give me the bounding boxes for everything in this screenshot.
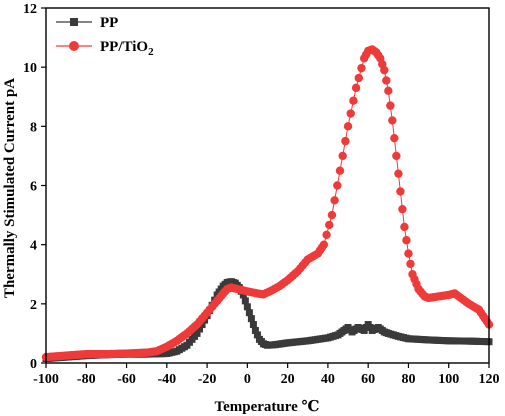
legend-label: PP xyxy=(100,15,118,31)
data-point xyxy=(253,331,261,339)
data-point xyxy=(333,181,342,190)
y-axis-title: Thermally Stimulated Current pA xyxy=(2,78,18,298)
y-tick-label: 10 xyxy=(23,61,37,76)
data-point xyxy=(319,240,329,249)
legend-label: PP/TiO2 xyxy=(100,39,154,58)
x-tick-label: -60 xyxy=(117,372,136,387)
y-tick-label: 0 xyxy=(30,357,37,372)
data-point xyxy=(241,297,249,305)
data-point xyxy=(402,236,411,245)
y-tick-label: 6 xyxy=(30,180,37,195)
data-point xyxy=(341,136,350,146)
data-point xyxy=(196,325,204,333)
data-point xyxy=(396,187,405,196)
x-tick-label: 80 xyxy=(401,372,415,387)
data-point xyxy=(354,73,363,83)
y-tick-label: 2 xyxy=(30,298,37,313)
data-point xyxy=(380,65,389,75)
x-tick-label: 20 xyxy=(281,372,295,387)
series-line xyxy=(45,48,490,358)
data-point xyxy=(382,76,391,85)
plot-frame xyxy=(45,7,490,364)
data-point xyxy=(327,210,337,220)
data-point xyxy=(325,220,334,230)
data-point xyxy=(251,326,259,334)
legend-item: PP xyxy=(56,15,118,31)
x-tick-label: -80 xyxy=(77,372,96,387)
data-point xyxy=(239,291,247,299)
x-tick-label: 100 xyxy=(438,372,459,387)
data-point xyxy=(330,196,339,205)
data-point xyxy=(343,122,353,131)
data-point xyxy=(398,204,407,214)
data-point xyxy=(243,303,251,311)
data-point xyxy=(335,166,345,175)
x-tick-label: 40 xyxy=(321,372,335,387)
x-axis-title: Temperature ℃ xyxy=(214,399,319,415)
data-point xyxy=(388,116,397,125)
data-point xyxy=(392,151,401,161)
series-pp-tio2 xyxy=(41,45,494,362)
data-point xyxy=(357,63,366,73)
legend-marker xyxy=(69,41,79,51)
data-point xyxy=(349,96,358,105)
data-point xyxy=(386,101,395,110)
axes xyxy=(45,7,490,364)
x-tick-label: -40 xyxy=(157,372,176,387)
x-tick-label: -20 xyxy=(198,372,217,387)
data-point xyxy=(346,109,355,118)
series-layer xyxy=(41,45,494,363)
x-tick-label: 0 xyxy=(244,372,251,387)
data-point xyxy=(193,329,201,337)
tick-labels: -100 -80 -60 -40 -20 0 20 40 60 80 100 120 0 2 4 6 8 10 12 xyxy=(23,2,500,387)
data-point xyxy=(351,83,361,93)
legend: PP PP/TiO2 xyxy=(56,15,154,58)
y-tick-label: 8 xyxy=(30,120,37,135)
data-point xyxy=(400,222,409,232)
data-point xyxy=(338,151,347,161)
data-point xyxy=(322,230,331,240)
x-tick-label: 60 xyxy=(361,372,375,387)
data-point xyxy=(247,315,255,323)
data-point xyxy=(404,249,413,258)
legend-marker xyxy=(70,18,78,26)
data-point xyxy=(390,133,399,143)
data-point xyxy=(245,309,253,317)
y-tick-label: 12 xyxy=(23,2,37,17)
data-point xyxy=(394,169,403,178)
legend-item: PP/TiO2 xyxy=(56,39,154,58)
x-tick-label: 120 xyxy=(479,372,500,387)
data-point xyxy=(406,259,415,269)
data-point xyxy=(384,86,393,96)
data-point xyxy=(249,321,257,329)
y-tick-label: 4 xyxy=(30,239,37,254)
x-tick-label: -100 xyxy=(33,372,59,387)
